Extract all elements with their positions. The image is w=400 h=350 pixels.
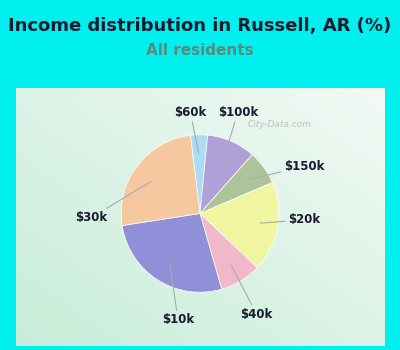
Text: $60k: $60k: [174, 106, 207, 153]
Wedge shape: [190, 135, 208, 214]
Text: $40k: $40k: [231, 266, 273, 321]
Text: City-Data.com: City-Data.com: [248, 120, 312, 129]
Text: $30k: $30k: [75, 181, 151, 224]
Text: Income distribution in Russell, AR (%): Income distribution in Russell, AR (%): [8, 17, 392, 35]
Text: $10k: $10k: [162, 265, 194, 326]
Text: All residents: All residents: [146, 43, 254, 58]
Wedge shape: [200, 155, 272, 214]
Wedge shape: [122, 214, 222, 292]
Wedge shape: [200, 135, 252, 214]
Text: $150k: $150k: [250, 160, 324, 179]
Wedge shape: [200, 214, 257, 289]
Wedge shape: [121, 135, 200, 225]
Text: $100k: $100k: [218, 106, 258, 158]
Wedge shape: [200, 182, 279, 268]
Text: $20k: $20k: [260, 213, 320, 226]
